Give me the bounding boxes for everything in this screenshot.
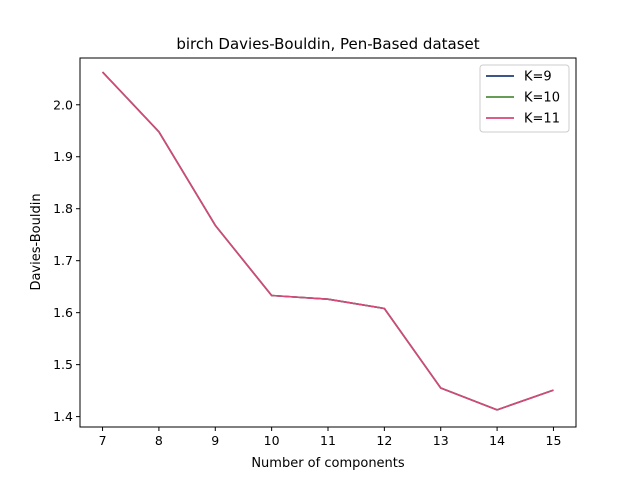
legend-label: K=10 (524, 91, 560, 106)
x-tick-label: 12 (376, 433, 392, 448)
y-tick-label: 1.4 (53, 409, 73, 424)
x-axis: 7 8 9 10 11 12 13 14 15 (99, 427, 562, 448)
x-tick-label: 9 (211, 433, 219, 448)
x-axis-label: Number of components (251, 456, 405, 471)
y-tick-label: 2.0 (53, 97, 73, 112)
y-axis: 1.4 1.5 1.6 1.7 1.8 1.9 2.0 (53, 97, 80, 424)
x-tick-label: 10 (264, 433, 280, 448)
legend-label: K=11 (524, 112, 560, 127)
x-tick-label: 11 (320, 433, 336, 448)
x-tick-label: 7 (99, 433, 107, 448)
y-tick-label: 1.8 (53, 201, 73, 216)
y-tick-label: 1.6 (53, 305, 73, 320)
x-tick-label: 13 (433, 433, 449, 448)
x-tick-label: 8 (155, 433, 163, 448)
y-tick-label: 1.9 (53, 149, 73, 164)
x-tick-label: 15 (546, 433, 562, 448)
legend-label: K=9 (524, 70, 552, 85)
legend: K=9 K=10 K=11 (479, 64, 570, 133)
y-axis-label: Davies-Bouldin (29, 193, 44, 290)
y-tick-label: 1.7 (53, 253, 73, 268)
x-tick-label: 14 (489, 433, 505, 448)
y-tick-label: 1.5 (53, 357, 73, 372)
legend-box (479, 64, 570, 133)
series-layer (101, 71, 554, 411)
chart-title: birch Davies-Bouldin, Pen-Based dataset (176, 35, 479, 53)
